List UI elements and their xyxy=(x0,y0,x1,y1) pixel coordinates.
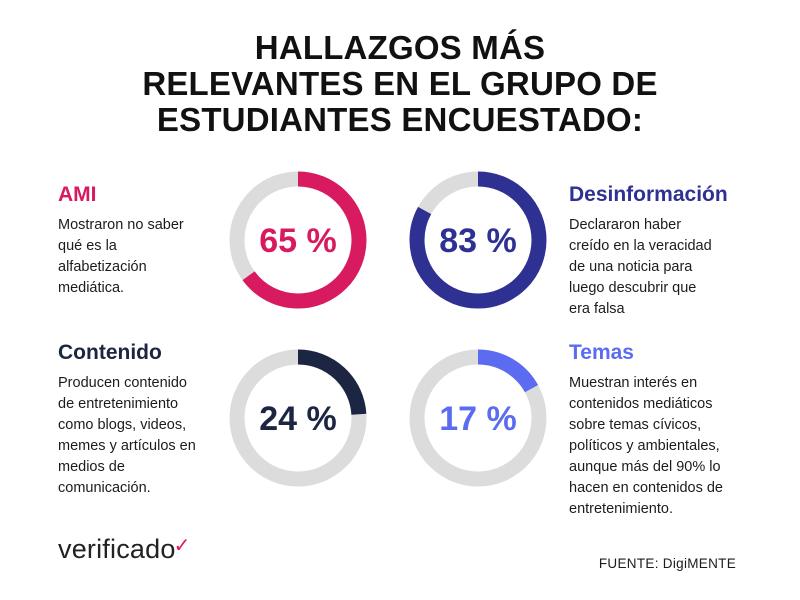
stat-description-desinformacion: Declararon haber creído en la veracidad … xyxy=(569,217,712,317)
stat-heading-ami: AMI xyxy=(58,183,97,206)
verificado-logo: verificado✓ xyxy=(58,534,191,565)
stat-block-temas: Temas Muestran interés en contenidos med… xyxy=(569,341,769,520)
donut-label-ami: 65 % xyxy=(259,222,337,260)
donut-label-desinformacion: 83 % xyxy=(439,222,517,260)
stat-heading-desinformacion: Desinformación xyxy=(569,183,728,206)
title-line-3: ESTUDIANTES ENCUESTADO: xyxy=(156,101,644,138)
stat-description-temas: Muestran interés en contenidos mediático… xyxy=(569,375,723,517)
donut-chart-contenido: 24 % xyxy=(228,348,368,488)
donut-arc-temas xyxy=(409,349,547,487)
donut-svg-contenido: 24 % xyxy=(229,349,367,487)
donut-svg-temas: 17 % xyxy=(409,349,547,487)
donut-arc-desinformacion xyxy=(409,171,547,309)
source-credit: FUENTE: DigiMENTE xyxy=(598,556,736,571)
stat-heading-temas: Temas xyxy=(569,341,634,364)
donut-svg-desinformacion: 83 % xyxy=(409,171,547,309)
stat-block-contenido: Contenido Producen contenido de entreten… xyxy=(58,341,248,499)
donut-arc-ami xyxy=(229,171,367,309)
logo-text: verificado xyxy=(58,534,176,564)
donut-chart-desinformacion: 83 % xyxy=(408,170,548,310)
stat-block-desinformacion: Desinformación Declararon haber creído e… xyxy=(569,183,769,320)
donut-label-temas: 17 % xyxy=(439,400,517,438)
donut-svg-ami: 65 % xyxy=(229,171,367,309)
donut-arc-contenido xyxy=(229,349,367,487)
stat-description-contenido: Producen contenido de entretenimiento co… xyxy=(58,375,196,496)
title-line-1: HALLAZGOS MÁS xyxy=(254,29,546,66)
title-line-2: RELEVANTES EN EL GRUPO DE xyxy=(142,65,658,102)
stat-heading-contenido: Contenido xyxy=(58,341,162,364)
page-title: HALLAZGOS MÁS RELEVANTES EN EL GRUPO DE … xyxy=(0,30,800,138)
donut-chart-ami: 65 % xyxy=(228,170,368,310)
stat-description-ami: Mostraron no saber qué es la alfabetizac… xyxy=(58,217,184,296)
stat-block-ami: AMI Mostraron no saber qué es la alfabet… xyxy=(58,183,238,299)
check-icon: ✓ xyxy=(173,535,191,557)
donut-label-contenido: 24 % xyxy=(259,400,337,438)
donut-chart-temas: 17 % xyxy=(408,348,548,488)
